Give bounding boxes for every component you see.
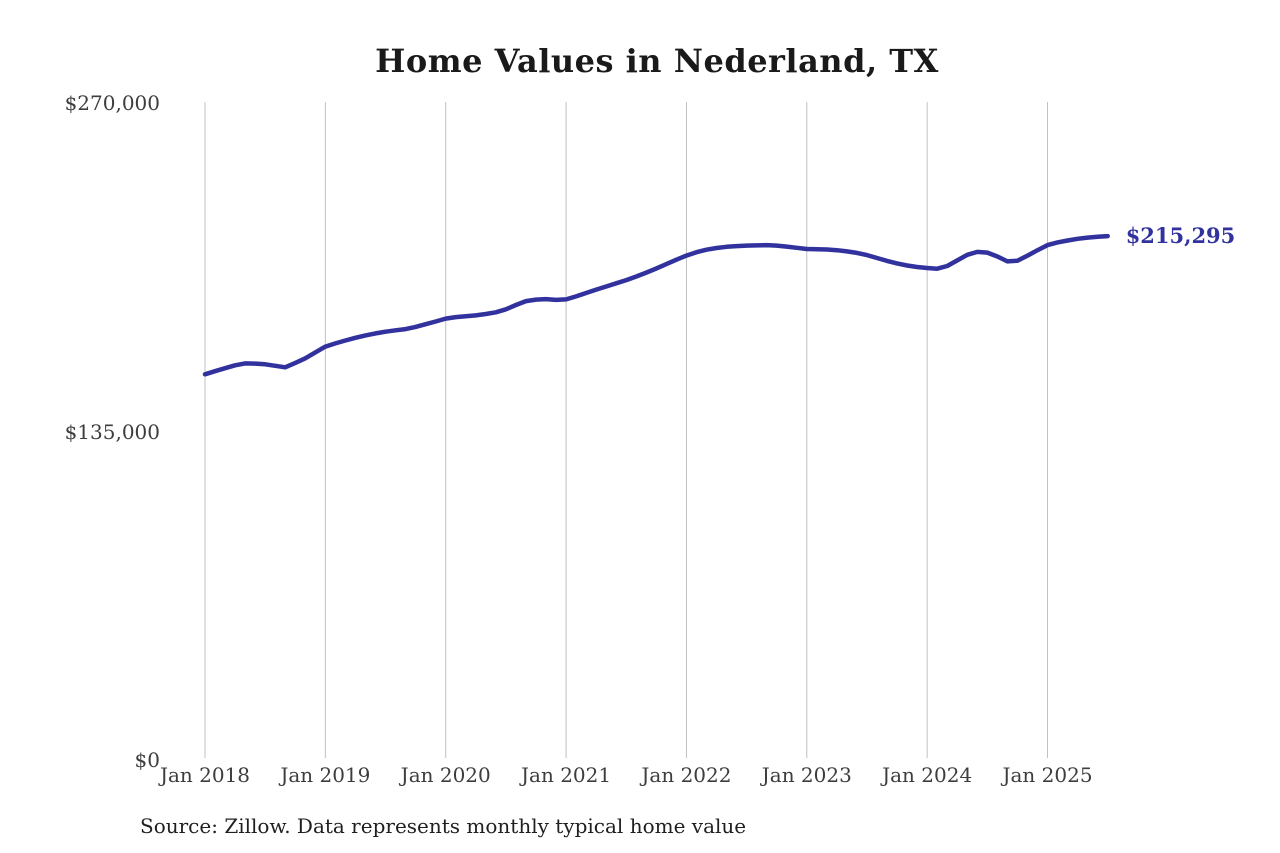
chart-title: Home Values in Nederland, TX [375, 42, 939, 80]
y-axis-tick-label: $270,000 [64, 91, 160, 115]
line-layer [202, 233, 1110, 377]
x-axis-tick-label: Jan 2022 [641, 763, 732, 787]
x-axis-tick-label: Jan 2018 [159, 763, 251, 787]
x-axis-tick-label: Jan 2021 [521, 763, 612, 787]
home-value-line [202, 233, 1110, 377]
y-axis-tick-label: $135,000 [64, 419, 160, 444]
end-value-label: $215,295 [1125, 223, 1236, 249]
x-axis-tick-label: Jan 2024 [882, 763, 973, 787]
grid-layer [204, 102, 1049, 758]
x-axis-tick-label: Jan 2023 [761, 763, 852, 787]
source-note: Source: Zillow. Data represents monthly … [140, 814, 747, 838]
x-axis-tick-label: Jan 2019 [280, 763, 371, 787]
x-axis-tick-label: Jan 2020 [400, 763, 491, 787]
y-axis-tick-label: $0 [134, 748, 160, 772]
x-axis-tick-label: Jan 2025 [1002, 763, 1093, 787]
